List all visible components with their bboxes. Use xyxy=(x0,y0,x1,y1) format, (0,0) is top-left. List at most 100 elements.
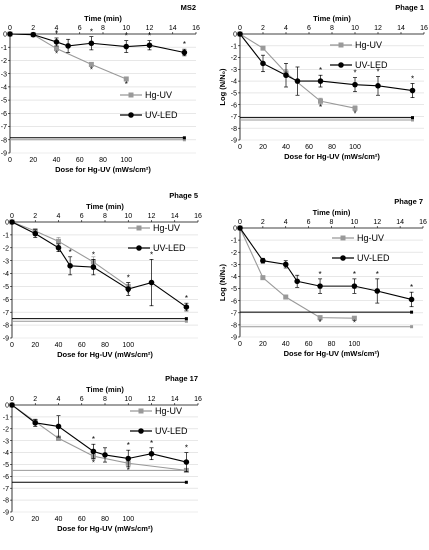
significance-star: * xyxy=(353,110,356,119)
chart-panel-4: 0-1-2-3-4-5-6-7-8-90 2 4 6 8 10 12 14 160 20 40 60 8… xyxy=(218,197,427,358)
data-point xyxy=(260,275,266,281)
top-tick-label: 10 xyxy=(124,213,132,220)
top-tick-label: 8 xyxy=(330,25,334,32)
top-tick-label: 14 xyxy=(171,213,179,220)
detection-limit-marker xyxy=(411,116,414,120)
top-tick-label: 0 xyxy=(238,219,242,226)
x-tick-label: 0 xyxy=(8,157,12,164)
significance-star: * xyxy=(127,441,130,450)
data-point xyxy=(318,98,323,104)
data-point xyxy=(88,40,95,47)
y-axis-title: Log (N/N₀) xyxy=(218,263,227,301)
y-tick-label: -1 xyxy=(231,43,237,50)
y-tick-label: -4 xyxy=(231,274,237,281)
top-tick-label: 12 xyxy=(148,396,156,403)
y-tick-label: -9 xyxy=(3,336,9,343)
legend-label: UV-LED xyxy=(145,110,178,120)
legend-marker xyxy=(338,62,344,68)
y-tick-label: -1 xyxy=(3,232,9,239)
y-tick-label: -6 xyxy=(3,474,9,481)
data-point xyxy=(148,450,155,457)
x-tick-label: 40 xyxy=(282,144,290,151)
data-point xyxy=(65,43,71,49)
detection-limit-marker xyxy=(410,325,414,329)
top-tick-label: 8 xyxy=(103,213,107,220)
top-axis-title: Time (min) xyxy=(86,385,124,394)
top-tick-label: 4 xyxy=(57,213,61,220)
legend-marker xyxy=(128,92,134,98)
y-tick-label: -3 xyxy=(3,438,9,445)
x-tick-label: 60 xyxy=(78,516,86,523)
x-tick-label: 80 xyxy=(101,516,109,523)
x-tick-label: 20 xyxy=(259,144,267,151)
chart-title: Phage 5 xyxy=(169,191,198,200)
data-point xyxy=(294,278,300,285)
data-point xyxy=(30,31,37,38)
chart-panel-3: 0-1-2-3-4-5-6-7-8-90 2 4 6 8 10 12 14 160 20 40 60 8… xyxy=(3,191,202,359)
chart-panel-5: 0-1-2-3-4-5-6-7-8-90 2 4 6 8 10 12 14 160 20 40 60 8… xyxy=(3,374,202,533)
y-tick-label: -7 xyxy=(3,486,9,493)
x-tick-label: 100 xyxy=(349,341,361,348)
x-tick-label: 40 xyxy=(282,341,290,348)
data-point xyxy=(237,225,243,231)
significance-star: * xyxy=(376,67,379,76)
y-tick-label: -8 xyxy=(231,322,237,329)
data-point xyxy=(237,31,243,37)
top-tick-label: 12 xyxy=(373,219,381,226)
significance-star: * xyxy=(410,283,413,292)
x-tick-label: 40 xyxy=(53,157,61,164)
y-tick-label: -5 xyxy=(1,98,7,105)
significance-star: * xyxy=(319,318,322,327)
y-tick-label: -8 xyxy=(231,126,237,133)
y-tick-label: -1 xyxy=(1,45,7,52)
significance-star: * xyxy=(55,50,58,59)
legend-label: Hg-UV xyxy=(155,406,182,416)
x-axis-title: Dose for Hg-UV (mWs/cm²) xyxy=(284,152,380,161)
y-tick-label: -3 xyxy=(231,67,237,74)
x-tick-label: 20 xyxy=(29,157,37,164)
significance-star: * xyxy=(90,28,93,37)
y-tick-label: -4 xyxy=(231,79,237,86)
legend-marker xyxy=(340,255,346,261)
series-line xyxy=(239,33,413,92)
data-point xyxy=(56,238,61,244)
chart-title: Phage 17 xyxy=(165,374,198,383)
x-tick-label: 100 xyxy=(120,157,132,164)
top-tick-label: 6 xyxy=(78,25,82,32)
series-line xyxy=(239,227,412,300)
series-uv-led: * * * * * xyxy=(9,219,190,321)
legend-marker xyxy=(136,225,142,231)
y-tick-label: -4 xyxy=(1,84,7,91)
data-point xyxy=(123,43,130,50)
y-tick-label: -9 xyxy=(3,510,9,517)
significance-star: * xyxy=(353,69,356,78)
top-tick-label: 0 xyxy=(8,25,12,32)
significance-star: * xyxy=(127,466,130,475)
top-tick-label: 2 xyxy=(33,396,37,403)
detection-limit-marker xyxy=(184,317,188,321)
top-tick-label: 10 xyxy=(351,25,359,32)
data-point xyxy=(32,420,39,426)
top-tick-label: 0 xyxy=(10,213,14,220)
top-tick-label: 8 xyxy=(103,396,107,403)
x-tick-label: 0 xyxy=(10,342,14,349)
significance-star: * xyxy=(69,248,72,257)
significance-star: * xyxy=(55,29,58,38)
data-point xyxy=(67,263,73,269)
y-tick-label: -5 xyxy=(231,286,237,293)
y-tick-label: 0 xyxy=(233,32,237,39)
x-tick-label: 60 xyxy=(78,342,86,349)
x-tick-label: 80 xyxy=(328,144,336,151)
significance-star: * xyxy=(150,439,153,448)
y-tick-label: -7 xyxy=(231,310,237,317)
data-point xyxy=(55,423,62,430)
data-point xyxy=(90,448,97,455)
data-point xyxy=(125,286,132,292)
y-tick-label: -6 xyxy=(231,102,237,109)
series-line xyxy=(11,404,187,471)
y-tick-label: -6 xyxy=(231,298,237,305)
data-point xyxy=(181,49,188,56)
top-tick-label: 2 xyxy=(261,25,265,32)
y-axis-title: Log (N/N₀) xyxy=(218,68,227,106)
y-tick-label: -9 xyxy=(1,151,7,158)
